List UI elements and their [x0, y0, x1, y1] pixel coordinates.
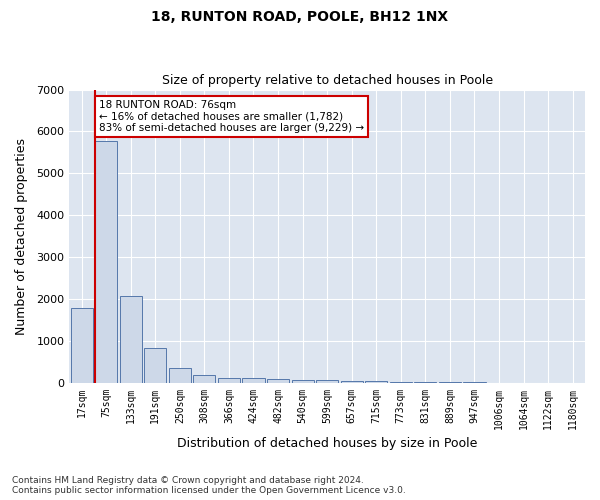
Title: Size of property relative to detached houses in Poole: Size of property relative to detached ho… — [161, 74, 493, 87]
Bar — [144, 348, 166, 382]
Bar — [193, 374, 215, 382]
Text: Contains HM Land Registry data © Crown copyright and database right 2024.
Contai: Contains HM Land Registry data © Crown c… — [12, 476, 406, 495]
Bar — [218, 378, 240, 382]
Bar — [292, 380, 314, 382]
X-axis label: Distribution of detached houses by size in Poole: Distribution of detached houses by size … — [177, 437, 478, 450]
Bar — [365, 381, 388, 382]
Bar — [71, 308, 92, 382]
Text: 18, RUNTON ROAD, POOLE, BH12 1NX: 18, RUNTON ROAD, POOLE, BH12 1NX — [151, 10, 449, 24]
Bar — [169, 368, 191, 382]
Bar — [267, 378, 289, 382]
Text: 18 RUNTON ROAD: 76sqm
← 16% of detached houses are smaller (1,782)
83% of semi-d: 18 RUNTON ROAD: 76sqm ← 16% of detached … — [99, 100, 364, 133]
Bar — [95, 140, 117, 382]
Bar — [316, 380, 338, 382]
Y-axis label: Number of detached properties: Number of detached properties — [15, 138, 28, 334]
Bar — [341, 381, 363, 382]
Bar — [119, 296, 142, 382]
Bar — [242, 378, 265, 382]
